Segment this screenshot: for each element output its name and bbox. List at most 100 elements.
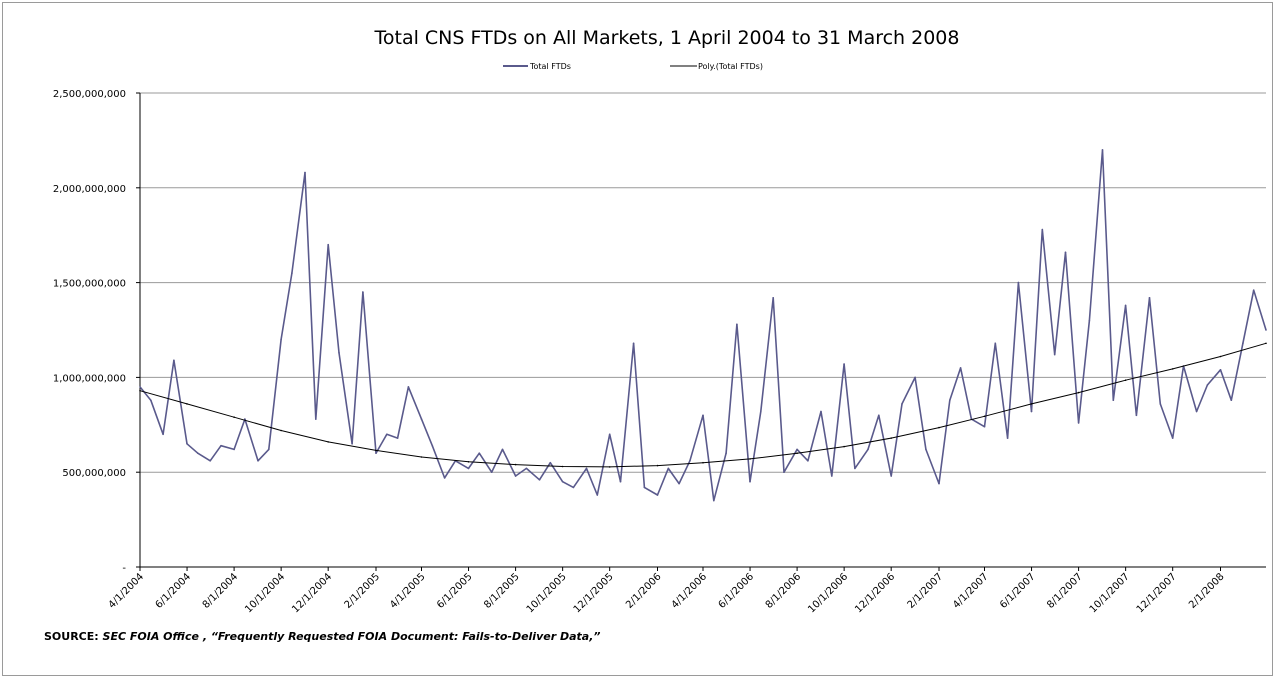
x-tick-label: 4/1/2007 — [951, 571, 991, 611]
data-point-total-ftds — [1230, 399, 1233, 402]
data-point-poly-trend — [1124, 379, 1127, 382]
data-point-total-ftds — [783, 471, 785, 474]
legend: Total FTDs Poly.(Total FTDs) — [503, 62, 763, 71]
data-point-total-ftds — [327, 243, 330, 246]
data-point-poly-trend — [514, 463, 517, 466]
data-point-total-ftds — [749, 480, 751, 483]
data-point-total-ftds — [1077, 422, 1080, 424]
data-point-total-ftds — [443, 477, 446, 479]
data-point-total-ftds — [375, 452, 377, 455]
data-point-total-ftds — [678, 482, 680, 485]
data-point-poly-trend — [796, 452, 798, 455]
data-point-total-ftds — [585, 467, 588, 470]
data-point-total-ftds — [632, 342, 635, 345]
x-tick-label: 12/1/2006 — [853, 571, 897, 615]
data-point-total-ftds — [431, 444, 434, 447]
data-point-total-ftds — [351, 443, 353, 445]
data-point-total-ftds — [772, 297, 774, 299]
data-point-total-ftds — [244, 418, 246, 420]
x-tick-label: 2/1/2006 — [624, 571, 664, 611]
source-prefix: SOURCE: — [44, 630, 99, 643]
data-point-poly-trend — [139, 389, 141, 392]
data-point-total-ftds — [572, 486, 575, 489]
data-point-total-ftds — [150, 399, 152, 402]
y-tick-labels: - 500,000,000 1,000,000,000 1,500,000,000 2,… — [53, 89, 127, 574]
data-point-total-ftds — [304, 171, 306, 174]
data-point-total-ftds — [1124, 304, 1127, 307]
source-note: SOURCE: SEC FOIA Office , “Frequently Re… — [44, 630, 600, 643]
gridlines — [140, 92, 1266, 473]
data-point-total-ftds — [467, 467, 470, 470]
y-tick-label: 1,500,000,000 — [53, 279, 126, 290]
data-point-poly-trend — [749, 458, 751, 460]
legend-label-total-ftds: Total FTDs — [529, 62, 571, 71]
x-tick-label: 8/1/2004 — [201, 571, 241, 611]
data-point-poly-trend — [608, 466, 611, 468]
data-point-total-ftds — [667, 467, 670, 470]
series-line-poly-trend — [139, 342, 1267, 468]
data-point-total-ftds — [796, 448, 798, 451]
data-point-total-ftds — [1101, 149, 1104, 151]
data-point-total-ftds — [994, 342, 997, 345]
data-point-total-ftds — [173, 359, 175, 362]
x-tick-label: 10/1/2007 — [1088, 571, 1132, 615]
legend-label-poly: Poly.(Total FTDs) — [698, 62, 763, 71]
data-point-total-ftds — [854, 467, 856, 470]
data-point-total-ftds — [338, 352, 340, 354]
data-point-total-ftds — [983, 425, 986, 428]
data-point-total-ftds — [490, 471, 493, 474]
data-point-total-ftds — [1030, 410, 1033, 413]
data-point-total-ftds — [291, 272, 293, 274]
y-tick-label: 1,000,000,000 — [53, 373, 126, 384]
data-point-total-ftds — [1195, 410, 1198, 413]
data-point-poly-trend — [327, 441, 330, 443]
data-point-total-ftds — [689, 460, 691, 462]
x-tick-label: 4/1/2006 — [670, 571, 710, 611]
data-point-total-ftds — [949, 399, 951, 402]
data-point-poly-trend — [375, 449, 377, 452]
data-point-total-ftds — [1006, 437, 1009, 439]
x-tick-label: 6/1/2005 — [435, 571, 475, 611]
x-tick-labels: 4/1/2004 6/1/2004 8/1/2004 10/1/2004 12/1/20… — [107, 571, 1227, 615]
series-poly-trend — [139, 342, 1267, 468]
y-tick-label: 2,000,000,000 — [53, 184, 126, 195]
data-point-total-ftds — [1053, 353, 1056, 356]
x-tick-label: 10/1/2004 — [243, 571, 287, 615]
x-tick-label: 2/1/2007 — [906, 571, 946, 611]
data-point-total-ftds — [186, 443, 188, 445]
data-point-total-ftds — [807, 460, 809, 462]
data-point-total-ftds — [197, 452, 199, 455]
data-point-total-ftds — [257, 460, 259, 462]
series-line-total-ftds — [139, 149, 1267, 502]
data-point-poly-trend — [983, 415, 986, 418]
x-tick-label: 6/1/2007 — [998, 571, 1038, 611]
data-point-total-ftds — [420, 418, 423, 420]
data-point-total-ftds — [736, 323, 738, 326]
data-point-total-ftds — [1171, 437, 1174, 439]
data-point-total-ftds — [233, 448, 235, 451]
data-point-poly-trend — [420, 456, 423, 458]
x-tick-label: 10/1/2005 — [525, 571, 569, 615]
data-point-total-ftds — [914, 376, 916, 379]
x-tick-label: 2/1/2005 — [343, 571, 383, 611]
data-point-poly-trend — [1171, 368, 1174, 370]
data-point-total-ftds — [831, 475, 833, 477]
data-point-total-ftds — [362, 291, 364, 293]
x-tick-label: 2/1/2008 — [1187, 571, 1227, 611]
data-point-poly-trend — [938, 426, 940, 429]
data-point-poly-trend — [186, 403, 188, 405]
y-tick-label: 2,500,000,000 — [53, 89, 126, 100]
data-point-poly-trend — [280, 429, 282, 432]
axes — [136, 92, 1266, 571]
data-point-total-ftds — [268, 448, 270, 451]
data-point-total-ftds — [1242, 342, 1244, 345]
data-point-total-ftds — [725, 452, 727, 455]
data-point-total-ftds — [713, 499, 715, 502]
data-point-total-ftds — [656, 494, 659, 496]
data-point-total-ftds — [760, 410, 762, 413]
x-tick-label: 12/1/2007 — [1135, 571, 1179, 615]
y-tick-label: - — [122, 563, 126, 574]
series-total-ftds — [139, 149, 1267, 502]
x-tick-label: 10/1/2006 — [806, 571, 850, 615]
x-tick-label: 8/1/2005 — [482, 571, 522, 611]
